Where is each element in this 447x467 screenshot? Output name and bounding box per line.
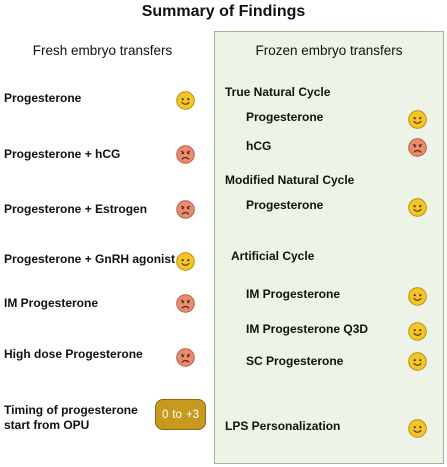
sad-face-icon	[176, 294, 195, 313]
range-from: 0	[161, 408, 169, 421]
frozen-panel	[214, 31, 444, 464]
artificial-cycle-title: Artificial Cycle	[231, 249, 315, 263]
happy-face-icon	[408, 287, 427, 306]
fresh-item-label: IM Progesterone	[4, 296, 99, 310]
happy-face-icon	[408, 352, 427, 371]
frozen-item-label: Progesterone	[246, 110, 324, 124]
range-to: +3	[185, 408, 200, 421]
frozen-item-label: IM Progesterone	[246, 287, 341, 301]
modified-natural-cycle-title: Modified Natural Cycle	[225, 173, 355, 187]
happy-face-icon	[176, 252, 195, 271]
happy-face-icon	[408, 419, 427, 438]
fresh-item-label: Progesterone	[4, 91, 82, 105]
fresh-item-label: Progesterone + Estrogen	[4, 202, 148, 216]
happy-face-icon	[176, 91, 195, 110]
sad-face-icon	[408, 138, 427, 157]
timing-label-line1: Timing of progesterone	[4, 403, 138, 417]
frozen-item-label: Progesterone	[246, 198, 324, 212]
sad-face-icon	[176, 348, 195, 367]
sad-face-icon	[176, 145, 195, 164]
page-title: Summary of Findings	[141, 3, 306, 20]
fresh-heading: Fresh embryo transfers	[32, 43, 173, 58]
happy-face-icon	[408, 198, 427, 217]
true-natural-cycle-title: True Natural Cycle	[225, 85, 331, 99]
fresh-item-label: Progesterone + GnRH agonist	[4, 252, 176, 266]
timing-label-line2: start from OPU	[4, 418, 90, 432]
fresh-item-label: Progesterone + hCG	[4, 147, 121, 161]
lps-personalization-label: LPS Personalization	[225, 419, 341, 433]
frozen-item-label: SC Progesterone	[246, 354, 344, 368]
timing-label: Timing of progesterone start from OPU	[4, 403, 164, 433]
range-to-word: to	[172, 408, 182, 421]
happy-face-icon	[408, 322, 427, 341]
timing-range-badge: 0 to +3	[155, 399, 206, 430]
frozen-item-label: IM Progesterone Q3D	[246, 322, 369, 336]
frozen-item-label: hCG	[246, 139, 272, 153]
frozen-heading: Frozen embryo transfers	[255, 43, 403, 58]
happy-face-icon	[408, 110, 427, 129]
fresh-item-label: High dose Progesterone	[4, 347, 143, 361]
sad-face-icon	[176, 200, 195, 219]
